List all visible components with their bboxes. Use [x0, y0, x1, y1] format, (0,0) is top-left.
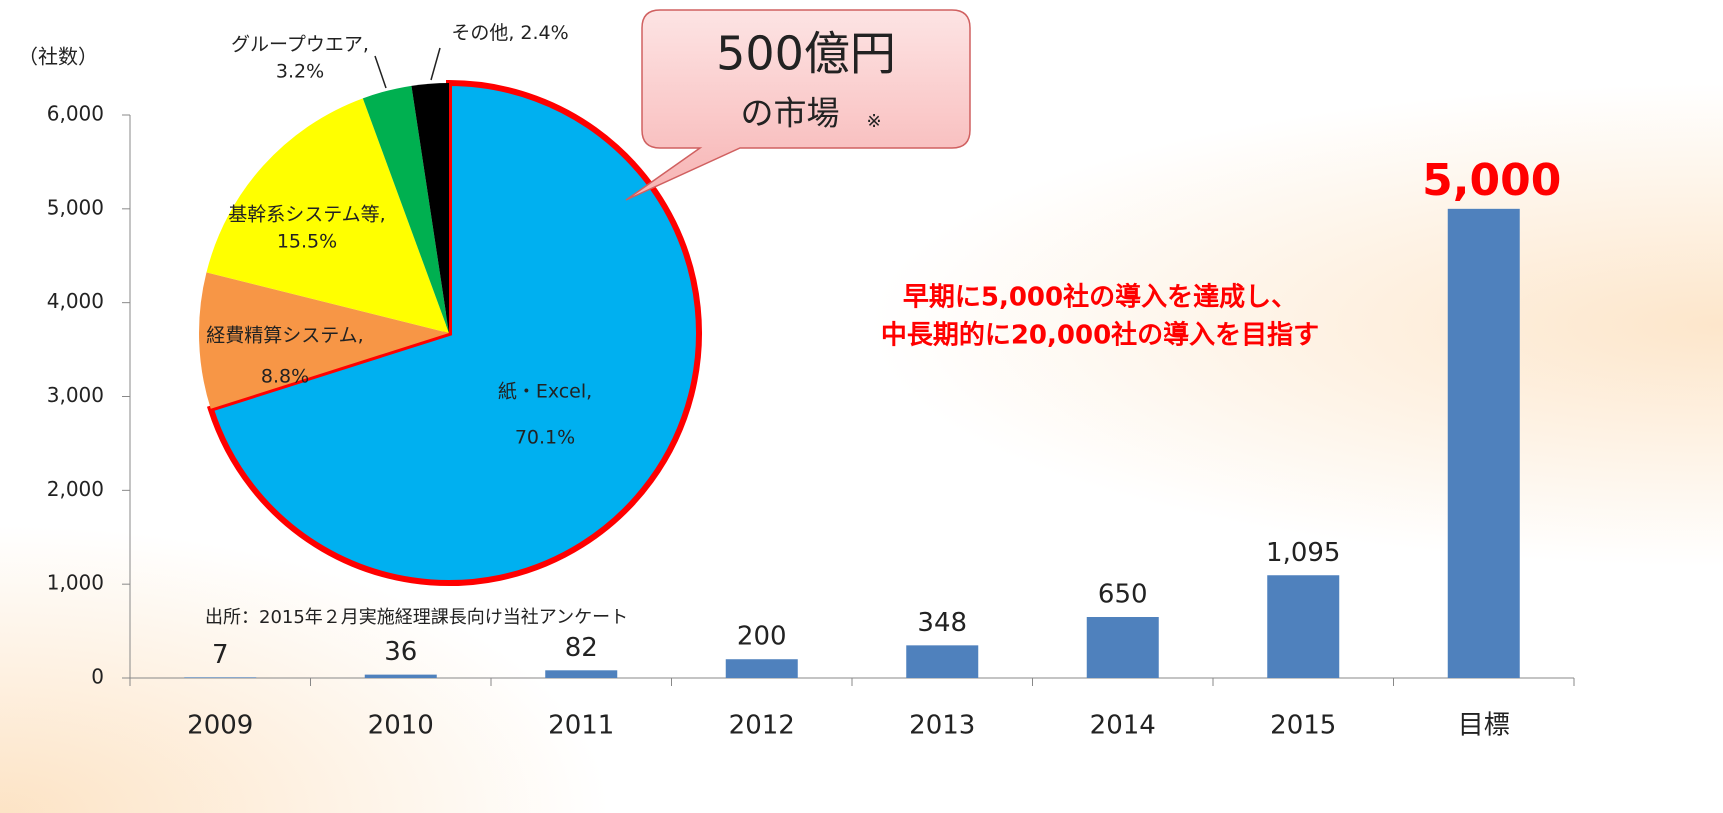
- source-note: 出所：2015年２月実施経理課長向け当社アンケート: [205, 607, 628, 628]
- pie: [198, 79, 702, 586]
- x-tick-label: 目標: [1458, 711, 1510, 741]
- callout-subtitle: の市場: [741, 94, 840, 133]
- slice-label: グループウエア,: [231, 34, 369, 56]
- bar: [545, 670, 618, 678]
- slice-value: 70.1%: [515, 427, 575, 449]
- leader-line: [374, 55, 387, 89]
- bar: [725, 659, 798, 678]
- y-tick-label: 6,000: [47, 102, 104, 126]
- y-tick-label: 3,000: [47, 383, 104, 407]
- slice-value: 3.2%: [276, 61, 324, 83]
- bar: [1447, 208, 1520, 679]
- x-tick-label: 2010: [368, 711, 434, 741]
- slice-value: 15.5%: [277, 231, 337, 253]
- y-tick-label: 0: [91, 665, 104, 689]
- x-tick-label: 2014: [1090, 711, 1156, 741]
- bar: [1086, 617, 1159, 678]
- callout-mark: ※: [866, 111, 881, 132]
- slice-label: 基幹系システム等,: [228, 204, 385, 226]
- slice-label: 紙・Excel,: [498, 381, 592, 403]
- callout-bubble: [625, 9, 971, 201]
- slice-label: 経費精算システム,: [206, 325, 363, 347]
- y-tick-label: 1,000: [47, 571, 104, 595]
- x-tick-label: 2015: [1270, 711, 1336, 741]
- pie-slice: [198, 272, 449, 409]
- slice-value: 2.4%: [520, 22, 568, 44]
- bar: [364, 674, 437, 678]
- y-tick-label: 5,000: [47, 195, 104, 219]
- pie-slice: [210, 83, 699, 583]
- callout-title: 500億円: [716, 27, 896, 81]
- x-tick-label: 2013: [909, 711, 975, 741]
- annotation: 早期に5,000社の導入を達成し、: [903, 282, 1297, 313]
- value-label: 36: [384, 637, 417, 667]
- value-label: 348: [917, 608, 967, 638]
- slice-label: その他,: [451, 22, 514, 44]
- y-axis-label: （社数）: [18, 45, 98, 69]
- bar: [184, 677, 257, 678]
- y-tick-label: 2,000: [47, 477, 104, 501]
- slice-outline: [206, 79, 702, 586]
- bar: [1267, 575, 1340, 678]
- bar: [906, 645, 979, 678]
- value-label: 200: [737, 622, 787, 652]
- y-tick-label: 4,000: [47, 289, 104, 313]
- pie-slice: [206, 98, 449, 334]
- value-label: 1,095: [1266, 538, 1340, 568]
- value-label: 82: [565, 633, 598, 663]
- leader-line: [430, 47, 441, 81]
- callout: 500億円 の市場 ※: [625, 9, 971, 201]
- value-label: 7: [212, 640, 229, 670]
- pie-slice: [362, 85, 449, 333]
- annotation: 中長期的に20,000社の導入を目指す: [881, 320, 1319, 351]
- value-label: 5,000: [1422, 155, 1561, 206]
- x-tick-label: 2012: [729, 711, 795, 741]
- x-tick-label: 2009: [187, 711, 253, 741]
- slice-label: その他, 2.4%: [451, 22, 568, 44]
- slice-value: 8.8%: [261, 366, 309, 388]
- value-label: 650: [1098, 580, 1148, 610]
- pie-slice: [411, 83, 449, 333]
- x-tick-label: 2011: [548, 711, 614, 741]
